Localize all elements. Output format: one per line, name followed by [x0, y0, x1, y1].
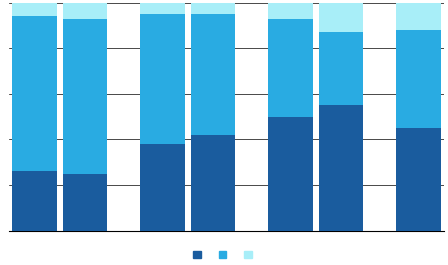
- Bar: [319, 105, 363, 231]
- Bar: [319, 32, 363, 105]
- Bar: [190, 135, 235, 231]
- Legend: , , : , ,: [194, 250, 254, 260]
- Bar: [268, 19, 313, 117]
- Bar: [12, 16, 56, 171]
- Bar: [63, 19, 107, 174]
- Bar: [190, 3, 235, 14]
- Bar: [140, 144, 185, 231]
- Bar: [319, 3, 363, 32]
- Bar: [63, 3, 107, 19]
- Bar: [396, 128, 440, 231]
- Bar: [140, 3, 185, 14]
- Bar: [268, 117, 313, 231]
- Bar: [268, 3, 313, 19]
- Bar: [140, 14, 185, 144]
- Bar: [12, 171, 56, 231]
- Bar: [396, 30, 440, 128]
- Bar: [190, 14, 235, 135]
- Bar: [12, 3, 56, 16]
- Bar: [63, 174, 107, 231]
- Bar: [396, 3, 440, 30]
